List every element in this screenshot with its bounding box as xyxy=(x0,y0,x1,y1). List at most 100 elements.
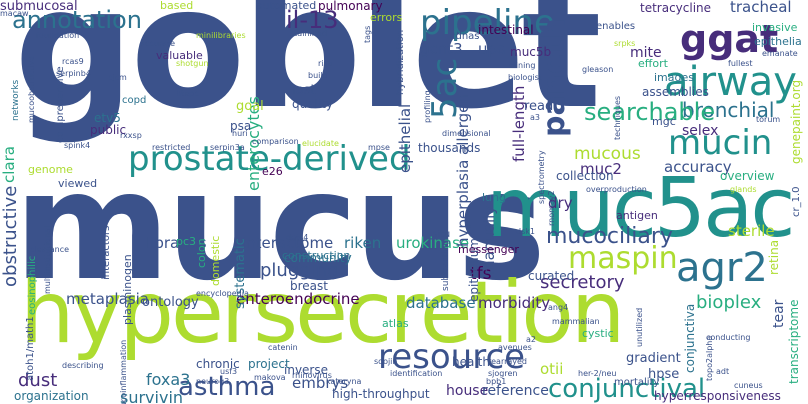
word-eosinophilic: eosinophilic xyxy=(28,256,38,315)
word-epithelial: epithelial xyxy=(398,104,413,173)
word-spectrometry: spectrometry xyxy=(538,150,546,204)
word-rearrayed: rearrayed xyxy=(488,358,527,366)
word-biologist: biologist xyxy=(508,74,542,82)
word-pc3: pc3 xyxy=(176,236,196,247)
word-mining: mining xyxy=(508,62,535,70)
word-read: read xyxy=(524,100,553,113)
word-her-2-neu: her-2/neu xyxy=(578,370,617,378)
word-assemblies: assemblies xyxy=(642,86,709,98)
word-stainined: stainined xyxy=(290,30,327,38)
word-quality: quality xyxy=(292,98,333,110)
word-conjunctiva: conjunctiva xyxy=(684,304,696,373)
word-mucoobstructive: mucoobstructive xyxy=(28,56,36,123)
word-adt: adt xyxy=(716,368,729,376)
word-enteroendocrine: enteroendocrine xyxy=(236,292,360,307)
word-images: images xyxy=(654,72,694,83)
word-hyperresponsiveness: hyperresponsiveness xyxy=(654,390,781,402)
word-tetracycline: tetracycline xyxy=(640,2,711,14)
word-messenger: messenger xyxy=(458,244,519,255)
word-goal: goal xyxy=(236,100,264,113)
word-collection: collection xyxy=(556,170,614,182)
word-mgc: mgc xyxy=(652,116,676,127)
word-rcas9: rcas9 xyxy=(62,58,84,66)
word-catenin: catenin xyxy=(268,344,298,352)
word-intestinal: intestinal xyxy=(478,24,534,36)
word-ang4: ang4 xyxy=(548,304,568,312)
word-automated: automated xyxy=(256,0,316,11)
word-metaplasia: metaplasia xyxy=(66,292,149,307)
word-describing: describing xyxy=(62,362,104,370)
word-tear: tear xyxy=(772,300,786,328)
word-dsk1: dsk1 xyxy=(516,228,535,236)
word-build: build xyxy=(308,72,328,80)
word-plasminogen: plasminogen xyxy=(122,254,133,325)
word-glands: glands xyxy=(730,186,757,194)
word-restricted: restricted xyxy=(152,144,190,152)
word-cdnas: cdnas xyxy=(450,32,480,42)
word-cr-1-0: cr_1.0 xyxy=(792,186,802,217)
word-lost: lost xyxy=(292,84,315,97)
word-cystic: cystic xyxy=(582,328,614,339)
word-rnomay2: rnomay2 xyxy=(548,190,556,226)
word-otii: otii xyxy=(540,362,563,377)
word-neurog3: neurog3 xyxy=(196,378,229,386)
word-bioplex: bioplex xyxy=(696,294,761,312)
word-mammalian: mammalian xyxy=(552,318,600,326)
word-lung: lung xyxy=(482,192,506,203)
word-shotgun: shotgun xyxy=(176,60,209,68)
word-atlas: atlas xyxy=(382,318,409,329)
word-transcriptome: transcriptome xyxy=(788,300,800,384)
word-situ: situ xyxy=(432,230,450,240)
word-overproduction: overproduction xyxy=(586,186,647,194)
word-genome: genome xyxy=(28,164,73,175)
word-errors: errors xyxy=(370,12,402,23)
word-sterile: sterile xyxy=(728,224,775,239)
word-serpinb4: serpinb4 xyxy=(56,70,91,78)
word-usf3: usf3 xyxy=(220,368,237,376)
word-accurate: accurate xyxy=(140,40,175,48)
word-systematic: systematic xyxy=(234,238,247,309)
word-organization: organization xyxy=(14,390,89,402)
word-dets4: dets4 xyxy=(286,234,308,242)
word-full-length: full-length xyxy=(512,86,527,162)
word-database: database xyxy=(406,296,476,311)
word-networks: networks xyxy=(12,80,21,121)
word-soojin: soojin xyxy=(374,358,397,366)
word-atoh1-math1: atoh1/math1 xyxy=(26,316,36,381)
word-obstructive: obstructive xyxy=(2,186,20,287)
word-genepaint-org: genepaint.org xyxy=(790,80,802,164)
word-reference: reference xyxy=(482,384,549,398)
word-huri: huri xyxy=(232,130,248,138)
word-hybridization: hybridization xyxy=(396,30,406,95)
word-dimensional: dimensional xyxy=(442,130,491,138)
word-foxa3: foxa3 xyxy=(146,372,190,388)
word-subtracting: subtracting xyxy=(442,240,451,291)
word-topo2alpha: topo2alpha xyxy=(706,336,714,381)
word-effort: effort xyxy=(638,58,668,69)
word-minilibraries: minilibraries xyxy=(196,32,246,40)
word-avenues: avenues xyxy=(498,344,532,352)
word-construction: construction xyxy=(282,250,350,261)
word-tracheal: tracheal xyxy=(730,0,792,15)
word-cuneus: cuneus xyxy=(734,382,763,390)
word-elucidate: elucidate xyxy=(302,140,339,148)
word-copd: copd xyxy=(122,96,146,106)
word-fullest: fullest xyxy=(728,60,753,68)
word-mucoinflammation: mucoinflammation xyxy=(120,340,128,404)
word-multiinstitutional: multiinstitutional xyxy=(44,226,52,294)
word-manually: manually xyxy=(482,206,497,275)
word-foundation: foundation xyxy=(36,32,79,40)
word-spink4: spink4 xyxy=(64,142,90,150)
word-curated: curated xyxy=(528,270,574,282)
word-upa: upa xyxy=(478,42,506,57)
word-morbidity: morbidity xyxy=(478,296,550,311)
word-profiling: profiling xyxy=(424,90,432,123)
word-bpb1: bpb1 xyxy=(486,378,506,386)
word-gcnt3: gcnt3 xyxy=(420,42,463,57)
word-unutilized: unutilized xyxy=(636,308,644,347)
word-serpin3a: serpin3a xyxy=(210,144,245,152)
word-domestic: domestic xyxy=(210,236,221,286)
word-high-throughput: high-throughput xyxy=(332,388,430,400)
word-encyclopedia: encyclopedia xyxy=(196,290,249,298)
